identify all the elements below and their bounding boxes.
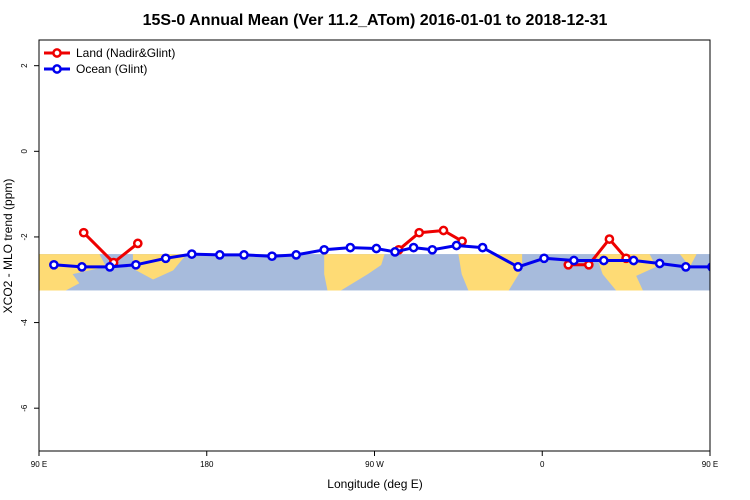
- land-shape: [595, 254, 657, 291]
- land-shape: [324, 254, 385, 291]
- data-point: [214, 250, 225, 260]
- land-shape: [458, 254, 523, 291]
- legend-marker: [52, 48, 62, 58]
- x-tick-label: 90 E: [702, 460, 718, 469]
- series-ocean: [49, 240, 743, 272]
- data-point: [583, 259, 594, 270]
- data-point: [604, 234, 615, 244]
- data-point: [267, 251, 277, 262]
- data-point: [291, 250, 302, 260]
- data-point: [345, 242, 356, 253]
- series-line: [397, 229, 463, 251]
- legend-label: Land (Nadir&Glint): [76, 46, 175, 60]
- data-point: [438, 225, 449, 236]
- data-point: [451, 240, 462, 251]
- data-point: [104, 262, 115, 272]
- data-point: [628, 255, 639, 266]
- x-axis: 90 E 180 90 W 0 90 E: [31, 451, 718, 469]
- data-point: [654, 258, 665, 269]
- data-point: [160, 253, 171, 264]
- data-point: [513, 262, 523, 272]
- y-tick-label: 2: [20, 63, 29, 68]
- data-point: [239, 250, 249, 260]
- x-tick-label: 90 E: [31, 460, 47, 469]
- data-point: [131, 259, 141, 270]
- data-point: [414, 227, 425, 238]
- data-point: [371, 243, 382, 254]
- x-axis-label: Longitude (deg E): [327, 477, 422, 491]
- data-point: [49, 259, 59, 270]
- series-group: [49, 225, 743, 272]
- y-tick-label: -2: [20, 233, 29, 241]
- series-line: [568, 237, 628, 267]
- y-axis: 2 0 -2 -4 -6: [20, 63, 39, 412]
- x-tick-label: 180: [200, 460, 214, 469]
- data-point: [77, 262, 87, 272]
- data-point: [390, 247, 400, 257]
- x-tick-label: 0: [540, 460, 545, 469]
- data-point: [186, 249, 197, 259]
- data-point: [539, 253, 549, 264]
- legend: Land (Nadir&Glint) Ocean (Glint): [44, 46, 175, 76]
- y-tick-label: -6: [20, 404, 29, 412]
- data-point: [569, 255, 579, 266]
- land-shape: [132, 254, 187, 280]
- legend-label: Ocean (Glint): [76, 62, 147, 76]
- data-point: [408, 242, 419, 253]
- data-point: [680, 262, 691, 272]
- y-tick-label: 0: [20, 149, 29, 154]
- data-point: [477, 242, 488, 253]
- data-point: [707, 262, 710, 272]
- data-point: [78, 227, 89, 238]
- x-tick-label: 90 W: [365, 460, 384, 469]
- data-point: [736, 261, 743, 268]
- data-point: [598, 255, 609, 266]
- data-point: [427, 244, 438, 255]
- data-point: [132, 238, 143, 249]
- data-point: [319, 244, 330, 255]
- y-axis-label: XCO2 - MLO trend (ppm): [1, 179, 15, 314]
- chart-title: 15S-0 Annual Mean (Ver 11.2_ATom) 2016-0…: [143, 12, 608, 29]
- legend-marker: [52, 64, 62, 74]
- y-tick-label: -4: [20, 318, 29, 326]
- land-shape: [679, 254, 697, 267]
